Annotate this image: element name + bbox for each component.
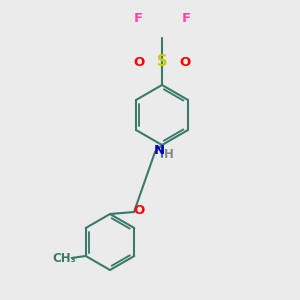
Text: O: O	[134, 203, 145, 217]
Text: O: O	[179, 56, 191, 68]
Text: F: F	[134, 11, 142, 25]
Text: O: O	[134, 56, 145, 68]
Text: N: N	[153, 143, 165, 157]
Text: F: F	[182, 11, 190, 25]
Text: S: S	[157, 55, 167, 70]
Text: H: H	[164, 148, 174, 160]
Text: CH₃: CH₃	[52, 251, 76, 265]
